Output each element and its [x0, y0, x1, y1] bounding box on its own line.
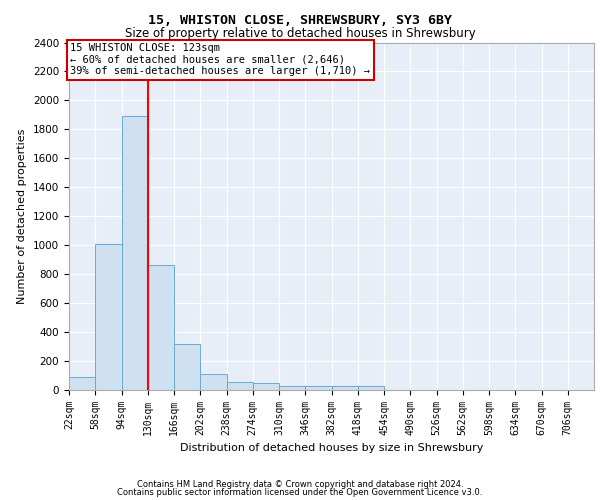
Text: Size of property relative to detached houses in Shrewsbury: Size of property relative to detached ho…	[125, 28, 475, 40]
Text: Contains HM Land Registry data © Crown copyright and database right 2024.: Contains HM Land Registry data © Crown c…	[137, 480, 463, 489]
Bar	[227, 382, 253, 390]
Bar	[331, 386, 358, 390]
Bar	[279, 386, 305, 390]
Bar	[174, 344, 200, 390]
Bar	[148, 266, 174, 390]
Text: 15 WHISTON CLOSE: 123sqm
← 60% of detached houses are smaller (2,646)
39% of sem: 15 WHISTON CLOSE: 123sqm ← 60% of detach…	[70, 43, 370, 76]
Text: 15, WHISTON CLOSE, SHREWSBURY, SY3 6BY: 15, WHISTON CLOSE, SHREWSBURY, SY3 6BY	[148, 14, 452, 27]
Bar	[305, 386, 331, 390]
Bar	[200, 374, 227, 390]
Text: Contains public sector information licensed under the Open Government Licence v3: Contains public sector information licen…	[118, 488, 482, 497]
Bar	[253, 383, 279, 390]
X-axis label: Distribution of detached houses by size in Shrewsbury: Distribution of detached houses by size …	[180, 444, 483, 454]
Bar	[121, 116, 148, 390]
Bar	[69, 377, 95, 390]
Bar	[358, 386, 384, 390]
Bar	[95, 244, 121, 390]
Y-axis label: Number of detached properties: Number of detached properties	[17, 128, 28, 304]
